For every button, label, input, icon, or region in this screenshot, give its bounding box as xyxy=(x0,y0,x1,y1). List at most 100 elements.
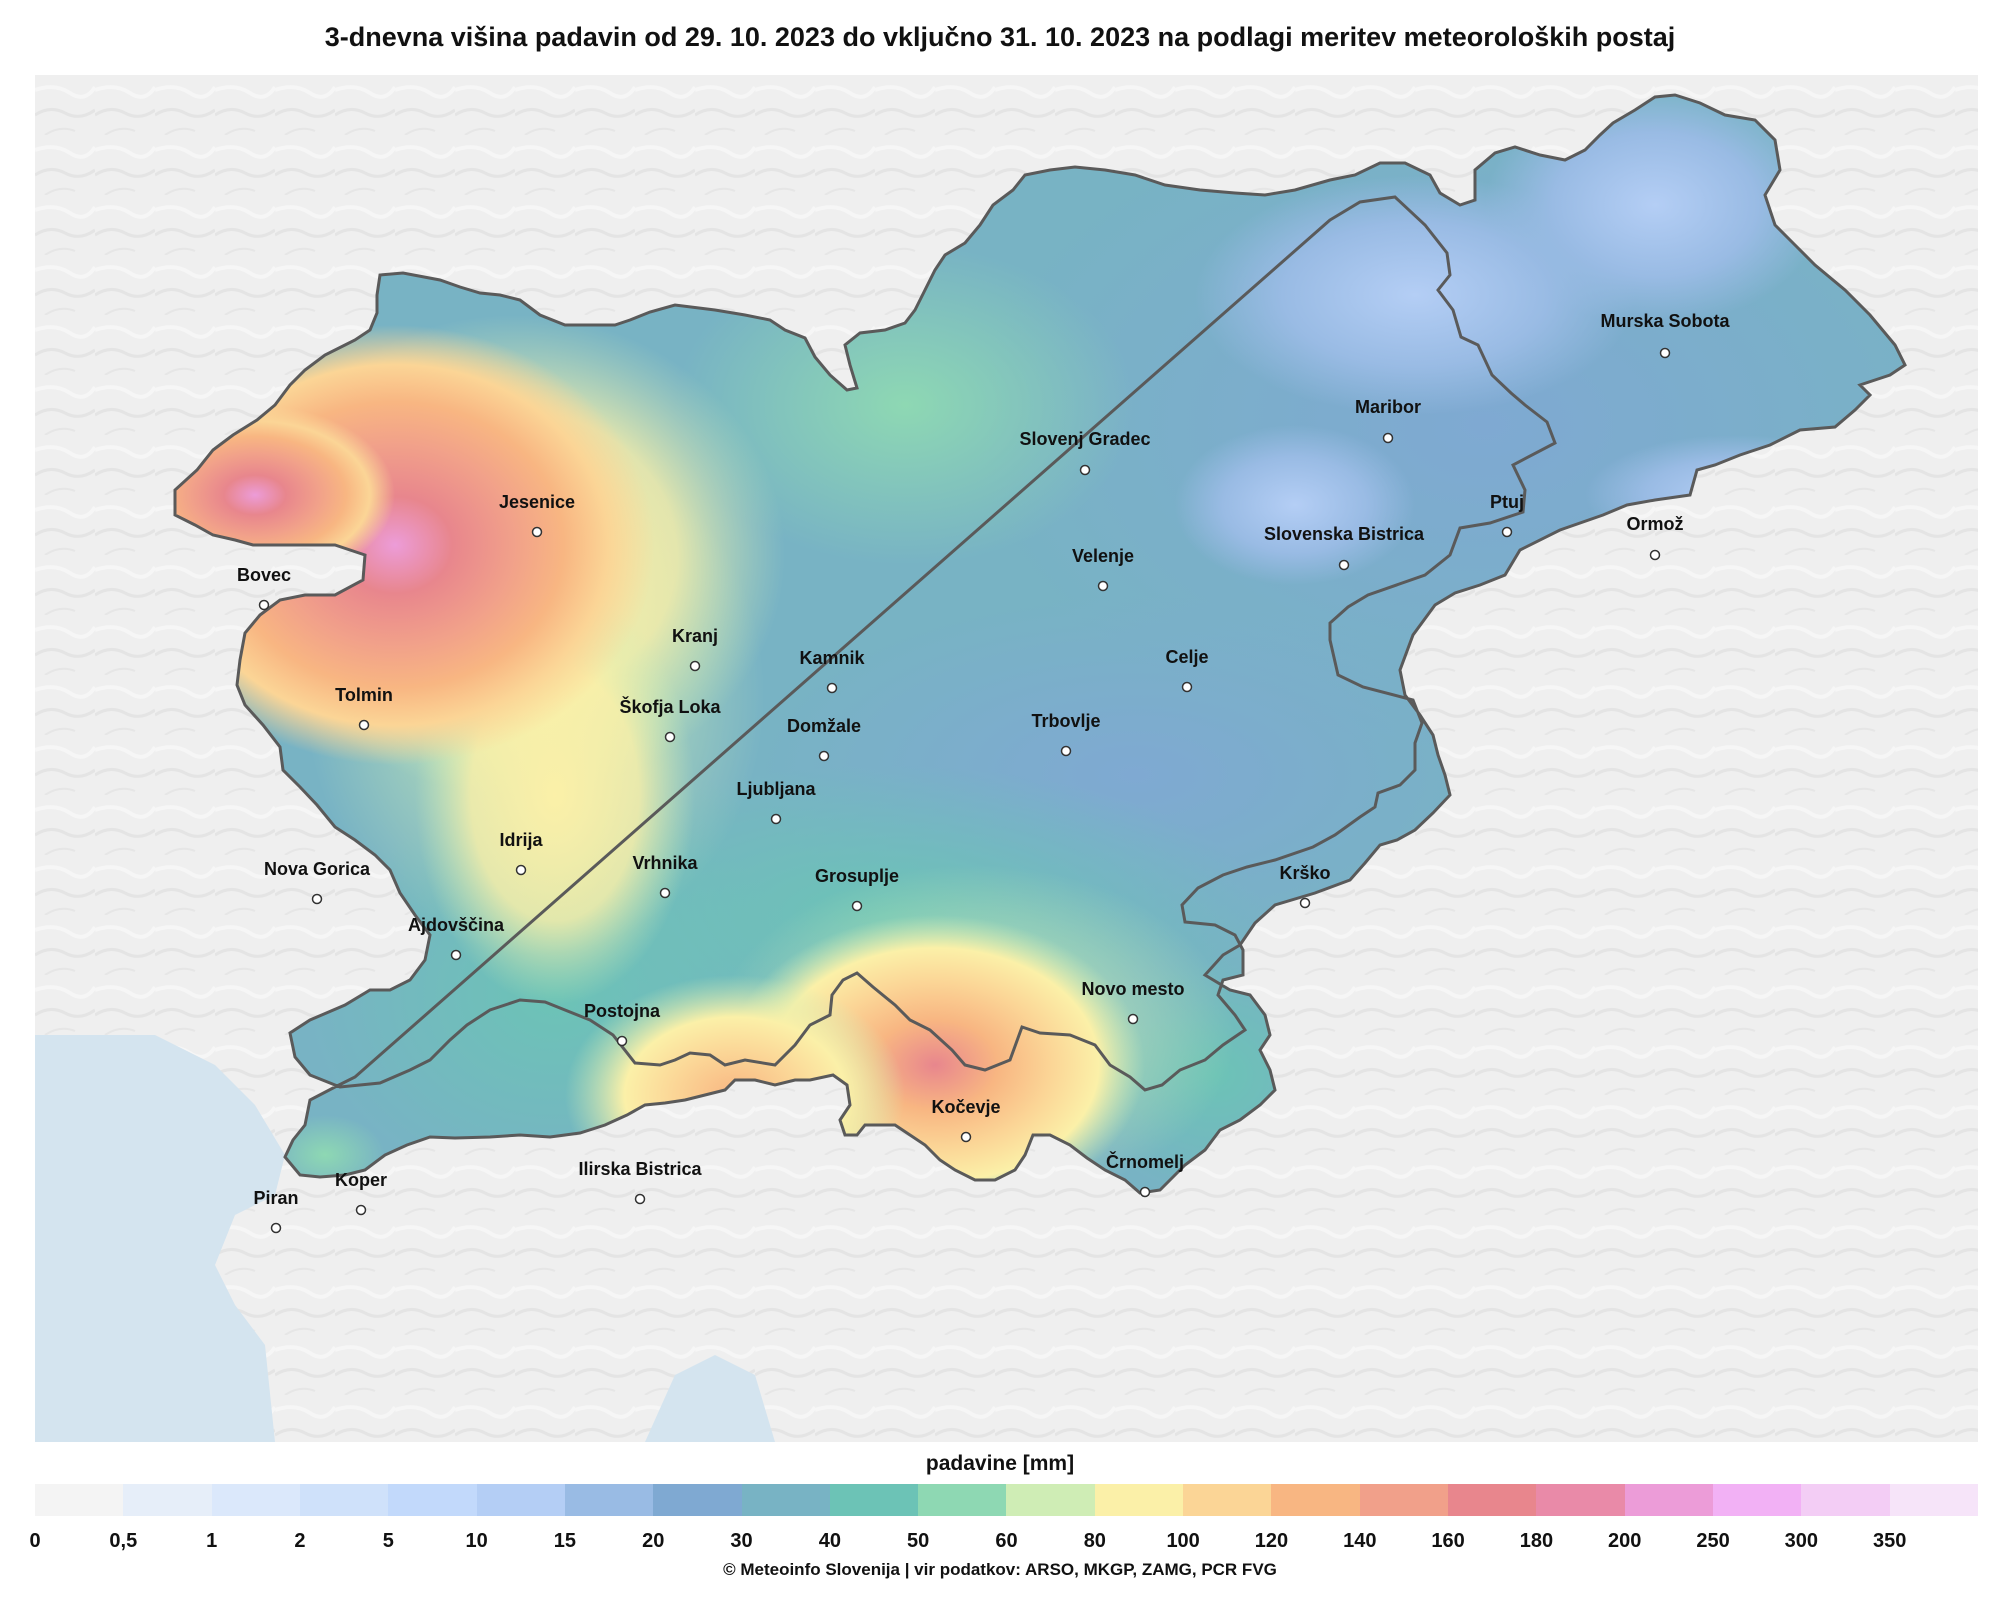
cities-layer: Murska Sobota Maribor Slovenj Gradec Ptuj Or… xyxy=(237,311,1730,1234)
legend-title: padavine [mm] xyxy=(925,1452,1075,1475)
city-marker: Piran xyxy=(253,1188,299,1234)
city-marker: Ptuj xyxy=(1490,492,1524,538)
city-dot xyxy=(1079,464,1091,476)
city-dot xyxy=(258,599,270,611)
city-label: Ljubljana xyxy=(736,779,816,799)
city-dot xyxy=(664,731,676,743)
city-dot xyxy=(818,750,830,762)
city-dot xyxy=(358,719,370,731)
city-marker: Velenje xyxy=(1072,546,1134,592)
credit-line: © Meteoinfo Slovenija | vir podatkov: AR… xyxy=(723,1560,1277,1579)
city-dot xyxy=(616,1035,628,1047)
city-marker: Celje xyxy=(1165,647,1209,693)
legend-swatch xyxy=(1801,1484,1890,1516)
city-dot xyxy=(1127,1013,1139,1025)
city-label: Celje xyxy=(1165,647,1208,667)
legend-tick-label: 0,5 xyxy=(109,1530,138,1552)
sea-bay xyxy=(645,1355,775,1442)
city-label: Postojna xyxy=(584,1001,661,1021)
city-dot xyxy=(851,900,863,912)
city-marker: Kamnik xyxy=(799,648,865,694)
legend-color-bar xyxy=(35,1484,1978,1516)
city-label: Murska Sobota xyxy=(1600,311,1730,331)
legend-tick-label: 160 xyxy=(1431,1530,1465,1552)
legend-swatch xyxy=(1271,1484,1360,1516)
city-label: Slovenska Bistrica xyxy=(1264,524,1425,544)
city-label: Trbovlje xyxy=(1031,711,1100,731)
city-label: Jesenice xyxy=(499,492,575,512)
legend-tick-label: 250 xyxy=(1696,1530,1730,1552)
city-dot xyxy=(770,813,782,825)
legend-swatch xyxy=(123,1484,212,1516)
city-label: Idrija xyxy=(499,830,543,850)
city-dot xyxy=(689,660,701,672)
city-label: Piran xyxy=(253,1188,298,1208)
legend-tick-label: 300 xyxy=(1784,1530,1819,1552)
city-marker: Kočevje xyxy=(931,1097,1001,1143)
city-marker: Maribor xyxy=(1355,397,1421,444)
legend-swatch xyxy=(653,1484,742,1516)
city-label: Krško xyxy=(1279,863,1330,883)
legend-swatch xyxy=(741,1484,830,1516)
city-label: Maribor xyxy=(1355,397,1421,417)
city-label: Črnomelj xyxy=(1106,1151,1184,1172)
map-title: 3-dnevna višina padavin od 29. 10. 2023 … xyxy=(324,22,1676,52)
city-dot xyxy=(450,949,462,961)
city-dot xyxy=(1181,681,1193,693)
city-marker: Ljubljana xyxy=(736,779,816,825)
city-marker: Koper xyxy=(335,1170,387,1216)
adriatic-sea xyxy=(35,1035,285,1442)
legend-tick-label: 2 xyxy=(294,1530,306,1552)
city-label: Grosuplje xyxy=(815,866,899,886)
legend-swatch xyxy=(211,1484,300,1516)
city-label: Kočevje xyxy=(931,1097,1000,1117)
city-label: Domžale xyxy=(787,716,861,736)
legend-swatch xyxy=(299,1484,389,1516)
city-dot xyxy=(1139,1186,1151,1198)
city-marker: Grosuplje xyxy=(815,866,899,912)
legend-tick-label: 50 xyxy=(907,1530,930,1552)
city-marker: Ajdovščina xyxy=(408,915,505,961)
city-marker: Črnomelj xyxy=(1106,1151,1184,1198)
city-dot xyxy=(659,887,671,899)
legend-swatch xyxy=(388,1484,477,1516)
legend-tick-label: 60 xyxy=(995,1530,1018,1552)
city-dot xyxy=(311,893,323,905)
legend-swatch xyxy=(1624,1484,1713,1516)
city-dot xyxy=(1060,745,1072,757)
legend-tick-label: 30 xyxy=(730,1530,753,1552)
city-label: Kamnik xyxy=(799,648,865,668)
city-dot xyxy=(270,1222,282,1234)
city-label: Bovec xyxy=(237,565,291,585)
city-marker: Jesenice xyxy=(499,492,575,538)
legend-tick-label: 5 xyxy=(382,1530,394,1552)
city-marker: Nova Gorica xyxy=(264,859,371,905)
legend-tick-label: 120 xyxy=(1254,1530,1289,1552)
legend-tick-label: 200 xyxy=(1608,1530,1642,1552)
city-label: Ormož xyxy=(1626,514,1683,534)
legend-tick-label: 20 xyxy=(642,1530,665,1552)
legend-swatch xyxy=(1448,1484,1537,1516)
legend-tick-label: 1 xyxy=(206,1530,218,1552)
legend-swatch xyxy=(1536,1484,1625,1516)
legend-swatch xyxy=(1359,1484,1448,1516)
legend-tick-label: 100 xyxy=(1166,1530,1200,1552)
city-dot xyxy=(1649,549,1661,561)
city-dot xyxy=(1382,432,1394,444)
city-label: Koper xyxy=(335,1170,387,1190)
legend-swatch xyxy=(564,1484,654,1516)
legend-tick-labels: 0 0,5 1 2 5 10 15 20 30 40 50 60 80 100 120 140 160 180 20… xyxy=(29,1530,1978,1554)
legend-tick-label: 15 xyxy=(553,1530,577,1552)
city-marker: Vrhnika xyxy=(632,853,699,899)
legend-swatch xyxy=(35,1484,124,1516)
city-marker: Tolmin xyxy=(335,685,393,731)
city-marker: Novo mesto xyxy=(1081,979,1185,1025)
legend-swatch xyxy=(918,1484,1007,1516)
legend-tick-label: 140 xyxy=(1343,1530,1377,1552)
city-label: Slovenj Gradec xyxy=(1019,429,1150,449)
city-marker: Trbovlje xyxy=(1031,711,1101,757)
city-marker: Slovenj Gradec xyxy=(1019,429,1151,476)
city-label: Novo mesto xyxy=(1081,979,1184,999)
city-marker: Postojna xyxy=(584,1001,661,1047)
legend-swatch xyxy=(476,1484,565,1516)
